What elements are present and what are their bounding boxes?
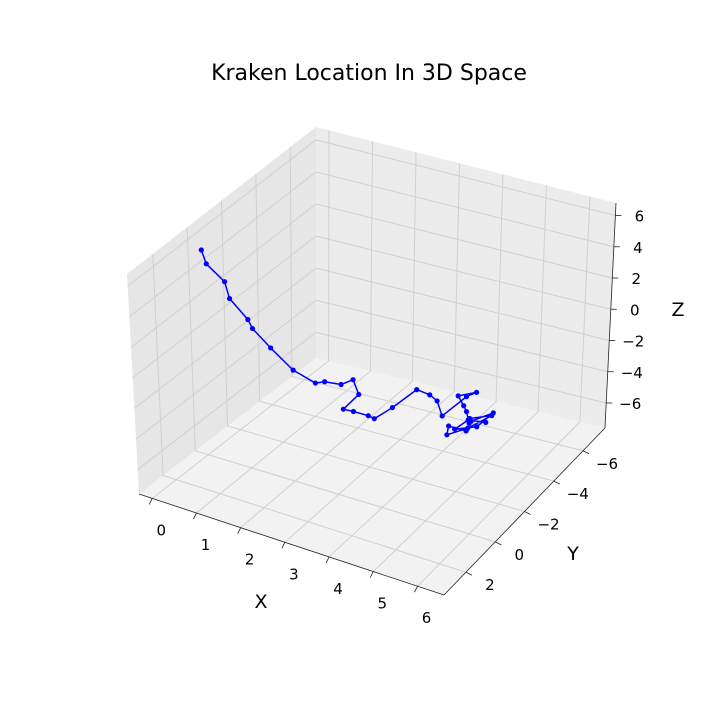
data-series [198, 247, 496, 438]
z-tick-label: 4 [633, 239, 643, 257]
x-tick-label: 6 [422, 609, 432, 627]
data-point [350, 408, 357, 415]
data-point [312, 380, 318, 386]
data-point [245, 316, 251, 323]
y-tick-label: 0 [514, 546, 524, 564]
data-point [268, 345, 274, 351]
data-point [371, 416, 377, 422]
data-point [340, 406, 346, 412]
data-point [414, 387, 420, 393]
x-tick-label: 4 [333, 580, 343, 598]
tick-labels: 0 1 2 3 4 5 6 2 0 −2 −4 −6 6 4 2 0 −2 −4 −6 [148, 208, 645, 627]
y-axis-label: Y [566, 543, 579, 565]
z-tick-label: 0 [630, 301, 640, 319]
z-tick-label: −4 [621, 364, 643, 382]
data-point [445, 423, 452, 429]
data-point [427, 392, 433, 398]
grid-line-z [134, 267, 610, 409]
back-wall-pane [316, 127, 616, 428]
y-tick-mark [553, 480, 560, 485]
data-point [389, 404, 396, 411]
data-point [490, 410, 496, 416]
data-point [483, 419, 489, 425]
y-tick-mark [495, 541, 502, 546]
z-tick-label: 2 [632, 270, 642, 288]
x-tick-mark [369, 571, 374, 578]
z-tick-label: −2 [622, 333, 644, 351]
grid-line-z [135, 299, 608, 440]
x-tick-mark [193, 512, 197, 520]
series-line [200, 249, 495, 436]
grid-line-z [132, 235, 611, 379]
x-tick-label: 5 [378, 595, 388, 613]
data-point [461, 403, 467, 409]
data-point [356, 391, 362, 398]
y-tick-label: −2 [537, 516, 559, 534]
data-point [434, 398, 440, 404]
data-point [473, 389, 480, 395]
data-point [439, 413, 445, 419]
x-tick-label: 1 [201, 536, 211, 554]
data-point [338, 381, 344, 388]
z-axis-line [604, 202, 617, 429]
z-tick-label: −6 [619, 395, 641, 413]
y-tick-mark [582, 450, 590, 455]
x-tick-mark [148, 498, 153, 505]
y-tick-label: −6 [596, 455, 618, 473]
data-point [465, 425, 471, 431]
y-tick-label: −4 [567, 485, 589, 503]
data-point [474, 424, 480, 430]
data-point [198, 247, 204, 253]
left-wall-pane [127, 127, 316, 494]
x-axis-label: X [254, 591, 267, 613]
z-axis-label: Z [671, 299, 684, 321]
data-point [249, 325, 256, 332]
y-tick-label: 2 [485, 576, 495, 594]
data-point [463, 409, 470, 415]
x-tick-mark [237, 527, 242, 534]
data-point [444, 432, 450, 438]
y-tick-mark [524, 511, 531, 515]
x-axis-line [138, 493, 445, 596]
x-tick-mark [281, 542, 286, 549]
grid-line-z [129, 171, 614, 318]
data-point [465, 417, 471, 423]
data-point [365, 413, 371, 419]
chart-title: Kraken Location In 3D Space [211, 61, 527, 86]
z-tick-label: 6 [635, 208, 645, 226]
data-point [350, 377, 356, 383]
data-point [221, 279, 228, 285]
data-point [455, 393, 461, 399]
data-point [452, 426, 458, 432]
data-point [226, 295, 233, 302]
x-tick-label: 0 [156, 521, 166, 539]
data-point [203, 261, 209, 267]
grid-lines [127, 130, 616, 587]
x-tick-label: 2 [245, 551, 255, 569]
x-tick-mark [414, 586, 418, 593]
data-point [322, 379, 328, 385]
grid-line-z [130, 203, 613, 348]
x-tick-mark [325, 556, 330, 564]
data-point [290, 367, 296, 373]
grid-line-z [137, 331, 607, 470]
y-tick-mark [465, 571, 473, 576]
x-tick-label: 3 [289, 565, 299, 583]
grid-line-z [127, 139, 616, 287]
data-point [463, 394, 470, 400]
